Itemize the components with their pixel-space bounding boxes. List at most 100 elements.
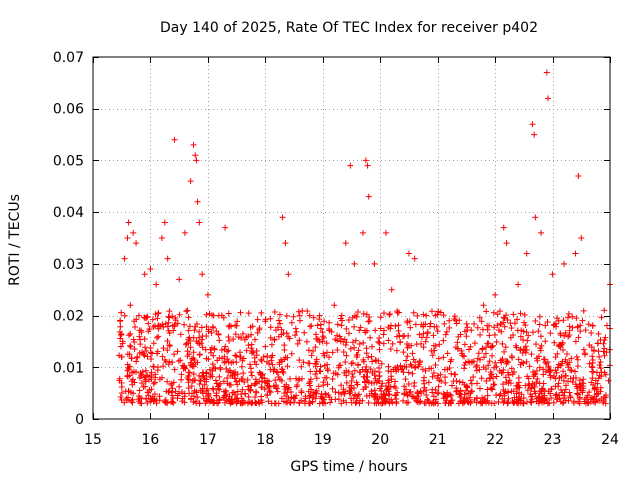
- data-point: [185, 314, 192, 321]
- data-point: [380, 340, 387, 347]
- data-point: [407, 388, 414, 395]
- data-point: [238, 335, 245, 342]
- data-point: [305, 388, 312, 395]
- y-tick-label: 0.05: [53, 153, 84, 169]
- data-point: [420, 388, 427, 395]
- data-point: [196, 351, 203, 358]
- data-point: [117, 323, 124, 330]
- data-point: [116, 375, 123, 382]
- data-point: [443, 328, 450, 335]
- data-point: [498, 320, 505, 327]
- data-point: [355, 347, 362, 354]
- data-point: [192, 377, 199, 384]
- data-point: [164, 400, 171, 407]
- data-point: [265, 378, 272, 385]
- data-point: [532, 370, 539, 377]
- data-point: [498, 359, 505, 366]
- y-tick-label: 0.02: [53, 309, 84, 325]
- data-point: [476, 385, 483, 392]
- data-point: [349, 374, 356, 381]
- data-point: [315, 383, 322, 390]
- data-point: [239, 386, 246, 393]
- data-point: [406, 318, 413, 325]
- data-point: [328, 328, 335, 335]
- data-point: [278, 377, 285, 384]
- data-point: [258, 371, 265, 378]
- data-point: [420, 311, 427, 318]
- data-point: [400, 349, 407, 356]
- data-point: [444, 350, 451, 357]
- data-point: [280, 398, 287, 405]
- data-point: [316, 400, 323, 407]
- data-point: [256, 325, 263, 332]
- data-point: [205, 326, 212, 333]
- data-point: [365, 318, 372, 325]
- data-point: [155, 309, 162, 316]
- data-point: [260, 353, 267, 360]
- data-point: [362, 379, 369, 386]
- data-point: [388, 322, 394, 329]
- data-point: [596, 372, 603, 379]
- data-point: [507, 320, 514, 327]
- data-point: [166, 314, 173, 321]
- data-point: [375, 399, 382, 406]
- data-point: [408, 342, 415, 349]
- data-point: [515, 356, 522, 363]
- data-point: [118, 379, 125, 386]
- data-point: [261, 386, 268, 393]
- data-point: [252, 388, 259, 395]
- data-point: [203, 376, 210, 383]
- data-point: [238, 375, 245, 382]
- data-point: [216, 397, 223, 404]
- data-point: [298, 363, 305, 370]
- data-point: [494, 322, 501, 329]
- data-point: [275, 317, 282, 324]
- data-point: [188, 395, 195, 402]
- data-point: [485, 362, 492, 369]
- data-point: [190, 355, 197, 362]
- data-point: [484, 392, 491, 399]
- data-point: [269, 361, 276, 368]
- data-point: [490, 381, 497, 388]
- data-point: [137, 336, 144, 343]
- data-point: [579, 317, 586, 324]
- data-point: [461, 353, 468, 360]
- data-point: [584, 399, 591, 406]
- data-point: [129, 369, 136, 376]
- data-point: [135, 312, 142, 319]
- data-point: [496, 308, 503, 315]
- y-tick-label: 0.03: [53, 257, 84, 273]
- data-point: [166, 341, 173, 348]
- data-point: [271, 336, 278, 343]
- data-point: [258, 384, 265, 391]
- data-point: [324, 381, 331, 388]
- data-point: [486, 358, 493, 365]
- data-point: [360, 358, 367, 365]
- data-point: [312, 344, 319, 351]
- data-point: [569, 378, 576, 385]
- data-point: [387, 325, 394, 332]
- data-point: [164, 337, 171, 344]
- data-point: [405, 332, 412, 339]
- data-point: [172, 388, 179, 395]
- data-point: [362, 329, 369, 336]
- data-point: [193, 320, 200, 327]
- data-point: [437, 309, 444, 316]
- data-point: [467, 343, 474, 350]
- data-point: [357, 368, 364, 375]
- data-point: [274, 388, 281, 395]
- data-point: [436, 377, 443, 384]
- data-point: [464, 326, 471, 333]
- data-point: [596, 362, 603, 369]
- data-point: [473, 362, 480, 369]
- data-point: [126, 351, 133, 358]
- data-point: [259, 371, 266, 378]
- data-point: [506, 377, 513, 384]
- data-point: [451, 313, 458, 320]
- data-point: [194, 394, 201, 401]
- data-point: [178, 376, 185, 383]
- data-point: [206, 366, 213, 373]
- data-point: [534, 375, 541, 382]
- data-point: [307, 323, 314, 330]
- data-point: [586, 342, 593, 349]
